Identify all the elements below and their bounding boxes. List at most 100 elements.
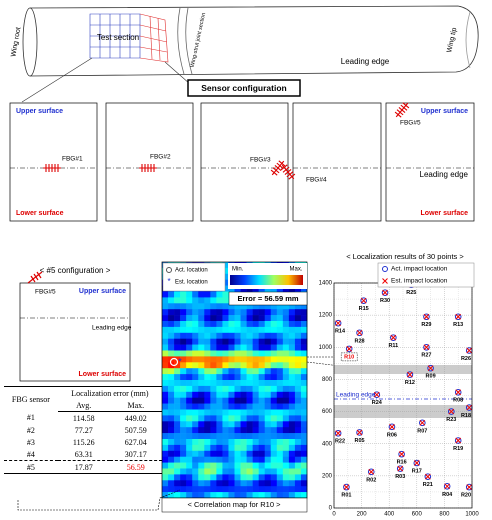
heatmap-cell: [222, 403, 229, 410]
heatmap-cell: [180, 291, 187, 298]
est-marker: *: [178, 356, 182, 366]
heatmap-cell: [204, 297, 211, 304]
heatmap-cell: [252, 409, 259, 416]
heatmap-cell: [276, 321, 284, 328]
heatmap-cell: [210, 415, 217, 422]
heatmap-cell: [288, 468, 296, 475]
act-impact: [373, 391, 381, 398]
heatmap-cell: [162, 356, 169, 363]
heatmap-cell: [300, 374, 308, 381]
heatmap-cell: [222, 450, 229, 457]
heatmap-cell: [168, 332, 175, 339]
heatmap-cell: [252, 397, 259, 404]
table-cell: 77.27: [74, 425, 93, 435]
table-cell: 114.58: [72, 413, 95, 423]
heatmap-cell: [240, 480, 247, 487]
act-impact: [360, 297, 367, 304]
heatmap-cell: [240, 332, 247, 339]
heatmap-cell: [168, 338, 175, 345]
est-impact: [356, 329, 363, 336]
sensor-symbol: [394, 102, 410, 118]
heatmap-cell: [222, 344, 229, 351]
heatmap-cell: [240, 385, 247, 393]
heatmap-cell: [246, 433, 253, 440]
heatmap-cell: [174, 474, 181, 481]
heatmap-cell: [288, 338, 296, 345]
heatmap-cell: [168, 321, 175, 328]
heatmap-cell: [234, 409, 241, 416]
act-impact: [454, 313, 462, 321]
act-impact: [443, 483, 451, 490]
grating: [394, 111, 402, 118]
point-label: R29: [421, 322, 431, 328]
heatmap-cell: [162, 444, 169, 452]
heatmap-cell: [210, 291, 217, 298]
heatmap-cell: [204, 344, 211, 351]
heatmap-cell: [270, 344, 278, 351]
heatmap-cell: [204, 362, 211, 369]
heatmap-cell: [288, 344, 296, 351]
heatmap-cell: [210, 433, 217, 440]
heatmap-cell: [192, 468, 199, 475]
heatmap-cell: [216, 439, 223, 446]
heatmap-cell: [246, 362, 253, 369]
heatmap-cell: [294, 380, 302, 387]
act-impact: [356, 429, 363, 436]
heatmap-cell: [174, 456, 181, 463]
heatmap-cell: [222, 262, 229, 269]
heatmap-cell: [222, 309, 229, 316]
heatmap-cell: [180, 391, 187, 398]
heatmap-cell: [300, 486, 308, 493]
heatmap-cell: [180, 397, 187, 404]
heatmap-cell: [216, 326, 223, 334]
act-impact: [381, 289, 389, 296]
est-impact: [360, 297, 367, 304]
heatmap-cell: [198, 350, 205, 357]
heatmap-cell: [162, 468, 169, 475]
heatmap-cell: [162, 332, 169, 339]
heatmap-cell: [240, 356, 247, 363]
heatmap-cell: [252, 356, 259, 363]
heatmap-cell: [228, 444, 235, 452]
heatmap-cell: [270, 421, 278, 428]
est-impact: [455, 389, 462, 396]
heatmap-cell: [222, 492, 229, 499]
heatmap-cell: [162, 391, 169, 398]
table-cell: #1: [26, 413, 35, 423]
heatmap-cell: [234, 468, 241, 475]
heatmap-cell: [234, 439, 241, 446]
heatmap-cell: [258, 474, 266, 481]
heatmap-cell: [186, 468, 193, 475]
heatmap-cell: [276, 350, 284, 357]
heatmap-cell: [240, 403, 247, 410]
table-cell: 449.02: [124, 413, 147, 423]
heatmap-cell: [204, 303, 211, 310]
heatmap-cell: [276, 374, 284, 381]
grating: [276, 162, 284, 169]
heatmap-cell: [282, 480, 290, 487]
heatmap-cell: [252, 315, 259, 322]
heatmap-cell: [222, 362, 229, 369]
heatmap-cell: [246, 309, 253, 316]
heatmap-cell: [228, 321, 235, 328]
y-tick-label: 0: [329, 506, 333, 512]
sensor-label: FBG#5: [400, 120, 421, 127]
heatmap-cell: [282, 468, 290, 475]
heatmap-cell: [234, 315, 241, 322]
heatmap-cell: [162, 492, 169, 499]
heatmap-cell: [264, 303, 272, 310]
heatmap-cell: [240, 439, 247, 446]
heatmap-cell: [252, 456, 259, 463]
heatmap-cell: [210, 344, 217, 351]
heatmap-cell: [174, 297, 181, 304]
heatmap-cell: [294, 356, 302, 363]
est-impact: [368, 468, 375, 475]
heatmap-cell: [240, 303, 247, 310]
error-box: [228, 291, 308, 306]
heatmap-cell: [264, 315, 272, 322]
heatmap-cell: [216, 468, 223, 475]
heatmap-cell: [192, 291, 199, 298]
heatmap-cell: [300, 439, 308, 446]
heatmap-cell: [174, 309, 181, 316]
heatmap-cell: [288, 427, 296, 434]
